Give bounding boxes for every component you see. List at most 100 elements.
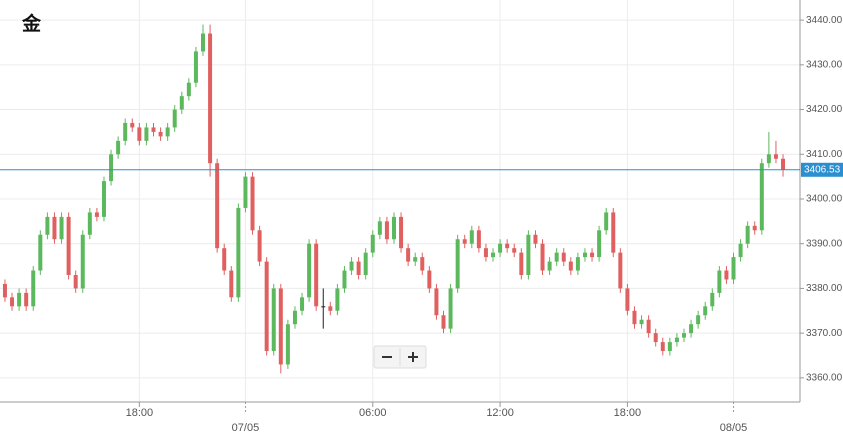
candle-body <box>731 257 736 280</box>
candle-body <box>590 252 595 258</box>
x-tick-label: 07/05 <box>232 422 260 434</box>
candle-body <box>208 33 213 164</box>
candle-body <box>59 216 64 240</box>
candle-body <box>285 324 290 365</box>
candle-body <box>745 225 750 244</box>
candle-body <box>696 315 701 325</box>
candle-body <box>582 252 587 258</box>
candle-body <box>781 158 786 170</box>
y-tick-label: 3410.00 <box>806 149 843 160</box>
candle-body <box>236 207 241 298</box>
candle-body <box>540 243 545 271</box>
candle-body <box>130 122 135 128</box>
candle-body <box>759 163 764 231</box>
candle-body <box>215 163 220 249</box>
candle-body <box>632 310 637 325</box>
candle-body <box>512 248 517 253</box>
candle-body <box>137 127 142 141</box>
candle-body <box>554 252 559 262</box>
candle-body <box>349 261 354 271</box>
candle-body <box>498 243 503 253</box>
candle-body <box>646 319 651 334</box>
candle-body <box>448 288 453 329</box>
candle-body <box>561 252 566 262</box>
y-tick-label: 3380.00 <box>806 283 843 294</box>
candle-body <box>689 324 694 334</box>
candle-body <box>271 288 276 352</box>
candle-body <box>123 122 128 141</box>
candle-body <box>80 234 85 289</box>
x-tick-label: 08/05 <box>720 422 748 434</box>
candle-body <box>399 216 404 249</box>
candle-body <box>52 216 57 240</box>
candle-body <box>144 127 149 141</box>
candle-body <box>335 288 340 311</box>
candle-body <box>116 140 121 155</box>
candle-body <box>597 230 602 258</box>
candle-body <box>427 270 432 289</box>
x-tick-label: 06:00 <box>359 407 387 419</box>
x-tick-label: 18:00 <box>126 407 154 419</box>
last-price-box <box>801 162 843 177</box>
candle-body <box>703 306 708 316</box>
candle-body <box>101 181 106 217</box>
candle-body <box>384 221 389 240</box>
candle-body <box>24 292 29 307</box>
candle-body <box>710 292 715 307</box>
candle-body <box>250 176 255 231</box>
candle-body <box>526 234 531 276</box>
candle-body <box>243 176 248 208</box>
candle-body <box>667 342 672 352</box>
zoom-in[interactable] <box>408 352 418 362</box>
y-tick-label: 3430.00 <box>806 59 843 70</box>
candle-body <box>724 270 729 280</box>
candle-body <box>38 234 43 271</box>
candle-body <box>681 333 686 338</box>
candle-body <box>264 261 269 352</box>
candle-body <box>391 216 396 240</box>
candle-body <box>519 252 524 276</box>
x-tick-label: 18:00 <box>614 407 642 419</box>
candle-body <box>2 283 7 298</box>
candle-body <box>469 230 474 244</box>
candle-body <box>193 51 198 83</box>
candle-body <box>17 292 22 307</box>
candle-body <box>172 109 177 128</box>
candle-body <box>674 337 679 343</box>
candle-body <box>491 252 496 258</box>
candle-body <box>533 234 538 244</box>
candle-body <box>109 154 114 182</box>
candle-body <box>434 288 439 316</box>
candle-body <box>158 131 163 137</box>
candle-body <box>377 221 382 235</box>
candle-body <box>738 243 743 258</box>
candle-body <box>406 248 411 262</box>
candle-body <box>660 342 665 352</box>
candle-body <box>752 225 757 231</box>
candle-body <box>363 252 368 276</box>
grid <box>0 0 800 402</box>
candle-body <box>66 216 71 276</box>
candle-body <box>229 270 234 298</box>
candle-body <box>625 288 630 311</box>
candle-body <box>420 257 425 271</box>
candle-body <box>314 243 319 307</box>
candle-body <box>87 212 92 235</box>
candle-body <box>653 333 658 343</box>
candle-body <box>342 270 347 289</box>
y-tick-label: 3370.00 <box>806 328 843 339</box>
candle-body <box>31 270 36 307</box>
candle-body <box>356 261 361 276</box>
candle-body <box>618 252 623 289</box>
candle-body <box>94 212 99 217</box>
y-tick-label: 3390.00 <box>806 238 843 249</box>
candles <box>2 24 786 374</box>
candle-body <box>455 239 460 289</box>
candle-body <box>292 310 297 325</box>
x-tick-label: 12:00 <box>486 407 514 419</box>
candle-body <box>151 127 156 132</box>
candle-body <box>186 82 191 97</box>
y-tick-label: 3400.00 <box>806 194 843 205</box>
